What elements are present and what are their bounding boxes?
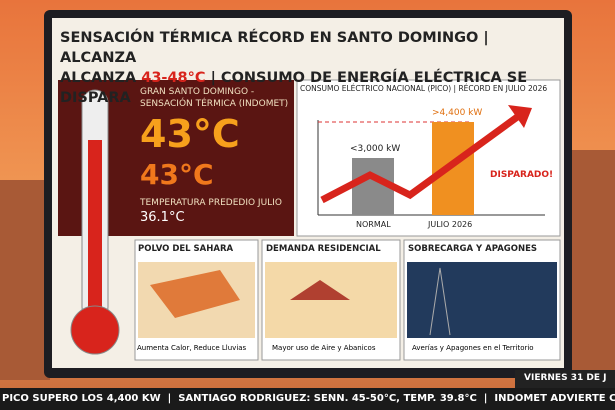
headline-part: ALCANZA bbox=[60, 70, 142, 86]
headline-line2: ALCANZA 43-48°C | CONSUMO DE ENERGÍA ELÉ… bbox=[60, 68, 560, 108]
card-title: SOBRECARGA Y APAGONES bbox=[408, 244, 538, 254]
energy-title: CONSUMO ELÉCTRICO NACIONAL (PICO) | RÉCO… bbox=[300, 84, 548, 93]
card-caption: Aumenta Calor, Reduce Lluvias bbox=[137, 344, 247, 352]
headline-part: | CONSUMO DE ENERGÍA ELÉCTRICA SE DISPAR… bbox=[60, 70, 528, 106]
heat-header: GRAN SANTO DOMINGO - SENSACIÓN TÉRMICA (… bbox=[140, 86, 288, 110]
bar-value: >4,400 kW bbox=[432, 108, 483, 118]
place: GRAN SANTO DOMINGO - bbox=[140, 87, 255, 97]
big-temp: 43°C bbox=[140, 112, 240, 156]
card-title: POLVO DEL SAHARA bbox=[138, 244, 234, 254]
card-title: DEMANDA RESIDENCIAL bbox=[266, 244, 381, 254]
headline-line1: SENSACIÓN TÉRMICA RÉCORD EN SANTO DOMING… bbox=[60, 30, 489, 66]
avg-value: 36.1°C bbox=[140, 210, 185, 225]
second-temp: 43°C bbox=[140, 158, 214, 191]
headline-highlight: 43-48°C bbox=[141, 70, 206, 86]
card-caption: Mayor uso de Aire y Abanicos bbox=[272, 344, 376, 352]
arrow-label: DISPARADO! bbox=[490, 170, 554, 180]
date: VIERNES 31 DE J bbox=[524, 373, 607, 383]
headline: SENSACIÓN TÉRMICA RÉCORD EN SANTO DOMING… bbox=[60, 28, 560, 108]
ticker: PICO SUPERÓ LOS 4,400 KW | SANTIAGO RODR… bbox=[2, 393, 615, 404]
bar-label: JULIO 2026 bbox=[428, 220, 473, 229]
card-caption: Averías y Apagones en el Territorio bbox=[412, 344, 534, 352]
bar-label: NORMAL bbox=[356, 220, 391, 229]
bar-value: <3,000 kW bbox=[350, 144, 401, 154]
avg-label: TEMPERATURA PREDEDIO JULIO bbox=[140, 198, 282, 208]
source: SENSACIÓN TÉRMICA (INDOMET) bbox=[140, 99, 289, 109]
